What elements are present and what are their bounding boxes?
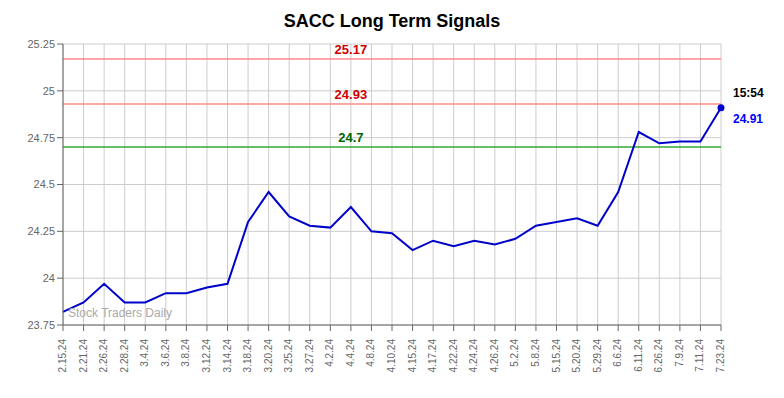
svg-text:4.17.24: 4.17.24 [427,339,438,373]
svg-text:Stock Traders Daily: Stock Traders Daily [68,306,172,320]
svg-text:3.4.24: 3.4.24 [139,339,150,367]
svg-text:5.29.24: 5.29.24 [592,339,603,373]
svg-text:4.4.24: 4.4.24 [345,339,356,367]
svg-text:5.8.24: 5.8.24 [530,339,541,367]
svg-text:4.2.24: 4.2.24 [324,339,335,367]
svg-text:5.15.24: 5.15.24 [551,339,562,373]
svg-text:3.27.24: 3.27.24 [304,339,315,373]
svg-text:4.24.24: 4.24.24 [468,339,479,373]
svg-text:25.25: 25.25 [27,38,55,50]
svg-text:25: 25 [43,85,55,97]
html-text:SACC Long Term Signals: SACC Long Term Signals [283,11,501,31]
svg-text:2.15.24: 2.15.24 [57,339,68,373]
svg-text:3.6.24: 3.6.24 [160,339,171,367]
svg-text:24.75: 24.75 [27,132,55,144]
svg-text:4.10.24: 4.10.24 [386,339,397,373]
svg-text:24.7: 24.7 [338,130,363,145]
svg-text:3.25.24: 3.25.24 [283,339,294,373]
svg-text:7.23.24: 7.23.24 [715,339,726,373]
svg-text:7.11.24: 7.11.24 [694,339,705,372]
svg-text:2.28.24: 2.28.24 [119,339,130,373]
svg-text:4.8.24: 4.8.24 [365,339,376,367]
svg-text:6.11.24: 6.11.24 [633,339,644,372]
svg-text:3.8.24: 3.8.24 [180,339,191,367]
svg-text:3.12.24: 3.12.24 [201,339,212,373]
svg-text:6.6.24: 6.6.24 [612,339,623,367]
svg-text:3.14.24: 3.14.24 [222,339,233,373]
svg-text:5.20.24: 5.20.24 [571,339,582,373]
svg-text:6.26.24: 6.26.24 [653,339,664,373]
svg-text:4.15.24: 4.15.24 [407,339,418,373]
svg-text:15:54: 15:54 [733,86,764,100]
svg-text:24.93: 24.93 [335,87,368,102]
svg-text:24.25: 24.25 [27,225,55,237]
svg-text:7.9.24: 7.9.24 [674,339,685,367]
svg-text:24.5: 24.5 [34,178,55,190]
svg-text:2.26.24: 2.26.24 [98,339,109,373]
svg-text:23.75: 23.75 [27,319,55,331]
svg-text:5.2.24: 5.2.24 [509,339,520,367]
svg-text:3.20.24: 3.20.24 [263,339,274,373]
svg-text:4.22.24: 4.22.24 [448,339,459,373]
svg-text:25.17: 25.17 [335,42,368,57]
svg-text:24: 24 [43,272,55,284]
svg-text:4.26.24: 4.26.24 [489,339,500,373]
svg-text:3.18.24: 3.18.24 [242,339,253,373]
svg-text:2.21.24: 2.21.24 [78,339,89,373]
svg-text:24.91: 24.91 [733,112,763,126]
